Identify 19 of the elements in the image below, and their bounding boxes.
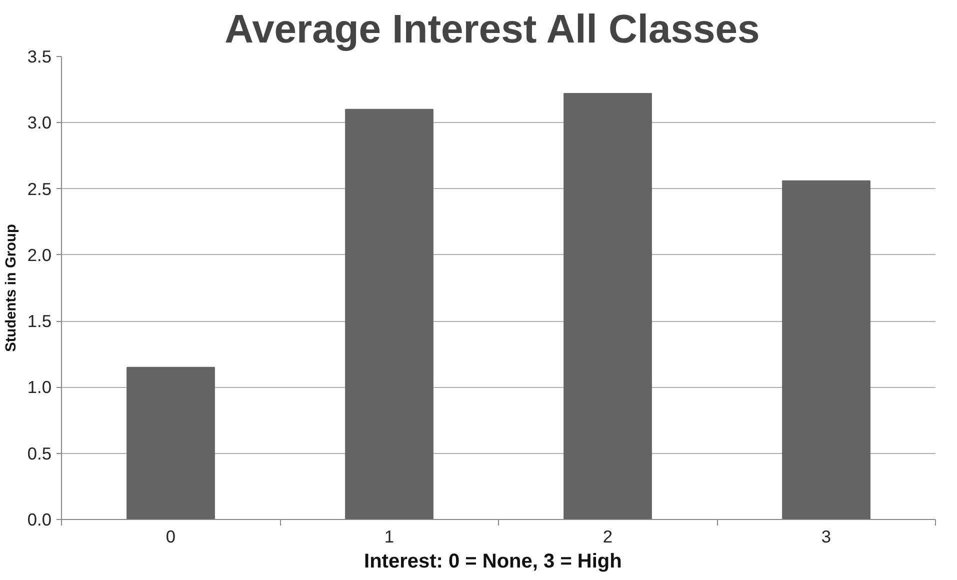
x-axis-title: Interest: 0 = None, 3 = High bbox=[364, 550, 622, 572]
x-tick-label: 1 bbox=[384, 526, 394, 546]
bar bbox=[782, 180, 870, 520]
x-tick-label: 3 bbox=[821, 526, 832, 546]
bar bbox=[345, 108, 434, 520]
y-tick-label: 2.5 bbox=[27, 178, 52, 199]
y-axis-title: Students in Group bbox=[3, 224, 20, 352]
y-tick-label: 3.0 bbox=[27, 112, 52, 133]
y-tick-label: 0.5 bbox=[27, 443, 52, 464]
y-tick-label: 1.5 bbox=[27, 311, 52, 332]
y-tick-label: 1.0 bbox=[27, 377, 52, 398]
y-tick-label: 0.0 bbox=[27, 510, 52, 530]
bar bbox=[126, 366, 215, 520]
chart-title: Average Interest All Classes bbox=[224, 8, 760, 52]
x-tick-label: 0 bbox=[166, 526, 176, 546]
y-tick-label: 3.5 bbox=[27, 46, 52, 66]
bar bbox=[564, 93, 652, 520]
y-tick-label: 2.0 bbox=[27, 244, 52, 265]
x-tick-label: 2 bbox=[602, 526, 613, 546]
